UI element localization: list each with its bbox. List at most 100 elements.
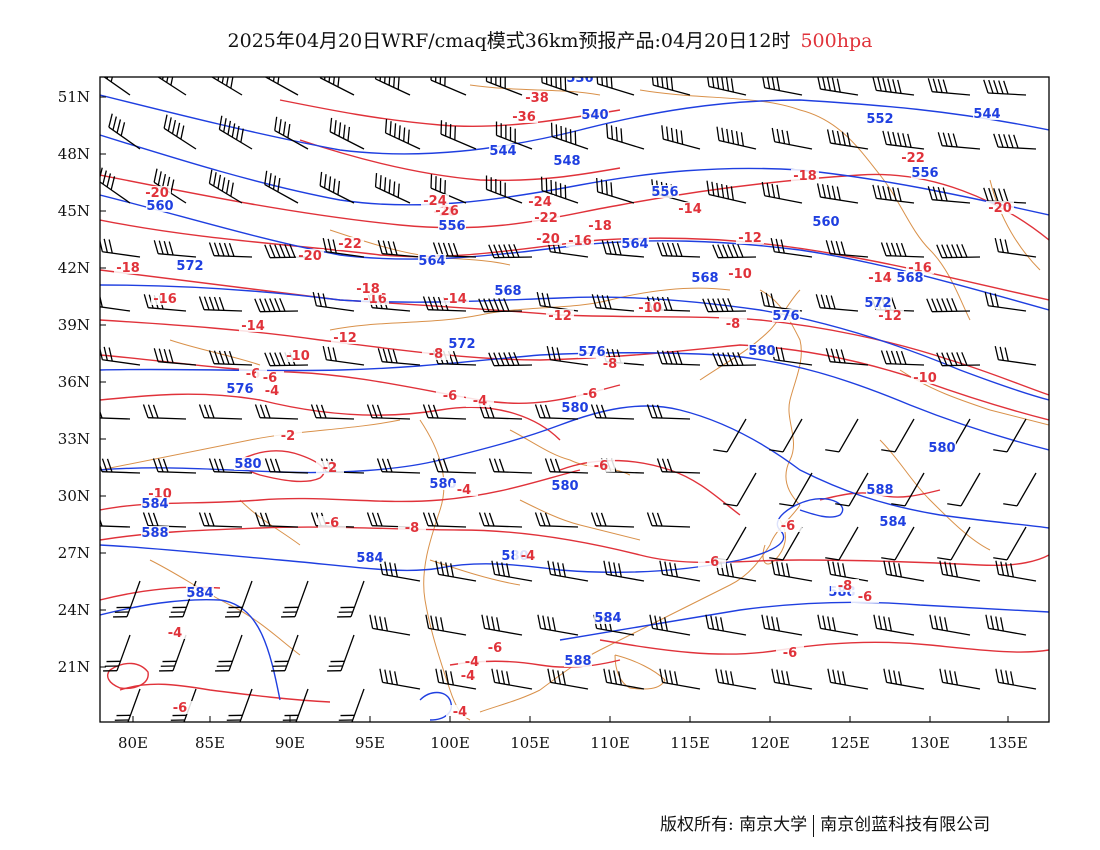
- wind-barb: [713, 418, 747, 453]
- contour-label-bg: [621, 237, 649, 250]
- temperature-contour-label: -14: [443, 292, 467, 307]
- height-contour-label: 580: [234, 457, 261, 472]
- temperature-contour-label: -14: [241, 319, 265, 334]
- wind-barb: [929, 614, 971, 636]
- wind-barb: [993, 526, 1027, 561]
- height-contour-label: 580: [928, 441, 955, 456]
- wind-barb: [993, 133, 1037, 150]
- temperature-contour-label: -8: [0, 0, 7, 4]
- lat-tick-label: 48N: [58, 145, 90, 163]
- contour-label-bg: [651, 185, 679, 198]
- contour-label-bg: [454, 669, 482, 682]
- contour-label-bg: [258, 384, 286, 397]
- temperature-contour-label: -24: [423, 194, 447, 209]
- wind-barb: [939, 668, 981, 690]
- contour-label-bg: [866, 112, 894, 125]
- wind-barb: [478, 512, 523, 528]
- wind-barb: [495, 121, 533, 150]
- wind-barb: [485, 77, 523, 96]
- wind-barb: [310, 404, 355, 420]
- contour-label-bg: [594, 611, 622, 624]
- lat-tick-label: 33N: [58, 430, 90, 448]
- wind-barb: [153, 240, 197, 258]
- height-contour-label: 584: [594, 611, 621, 626]
- contour-label-bg: [143, 186, 171, 199]
- contour-label-bg: [866, 271, 894, 284]
- wind-barb: [659, 668, 701, 690]
- lon-tick-label: 105E: [510, 734, 550, 752]
- temperature-contour-label: -8: [429, 347, 443, 362]
- height-contour-label: 584: [879, 515, 906, 530]
- lon-axis: 80E 85E 90E 95E 100E 105E 110E 115E 120E 125E 130E…: [118, 716, 1028, 752]
- wind-barb: [769, 418, 803, 453]
- wind-barb: [208, 242, 253, 258]
- title-main: 2025年04月20日WRF/cmaq模式36km预报产品:04月20日12时: [227, 30, 791, 52]
- wind-barb: [715, 668, 757, 690]
- temperature-contour-label: -36: [512, 110, 536, 125]
- contour-label-bg: [256, 371, 284, 384]
- temperature-contour-label: -8: [726, 317, 740, 332]
- wind-barb: [100, 77, 131, 96]
- wind-barb: [984, 291, 1027, 312]
- temperature-contour-label: -6: [858, 590, 872, 605]
- temperature-contour-label: -10: [638, 301, 662, 316]
- footer-divider: [813, 814, 815, 837]
- height-contour-label: 572: [864, 296, 891, 311]
- contour-label-bg: [296, 249, 324, 262]
- wind-barb: [281, 580, 309, 618]
- temperature-contour-label: -14: [868, 271, 892, 286]
- lat-tick-label: 42N: [58, 259, 90, 277]
- wind-barb: [377, 240, 421, 258]
- wind-barb: [100, 345, 141, 366]
- wind-barb: [264, 170, 299, 204]
- contour-label-bg: [748, 344, 776, 357]
- wind-barb: [103, 634, 131, 672]
- contour-label-bg: [466, 394, 494, 407]
- wind-barb: [661, 125, 701, 150]
- height-contour-label: 548: [553, 154, 580, 169]
- temperature-contour-label: -8: [405, 521, 419, 536]
- lon-tick-label: 80E: [118, 734, 148, 752]
- contour-label-bg: [398, 521, 426, 534]
- wind-barb: [478, 404, 523, 420]
- contour-label-bg: [274, 429, 302, 442]
- contour-label-bg: [114, 261, 142, 274]
- wind-barb: [271, 634, 299, 672]
- contour-label-bg: [774, 519, 802, 532]
- wind-barb: [590, 404, 635, 420]
- temperature-contour-label: -6: [488, 641, 502, 656]
- contour-label-bg: [141, 497, 169, 510]
- wind-barb: [327, 634, 355, 672]
- temperature-contour-label: -6: [705, 555, 719, 570]
- wind-barb: [338, 688, 365, 722]
- contour-label-bg: [587, 459, 615, 472]
- height-contour-label: 576: [772, 309, 799, 324]
- wind-barb: [815, 294, 859, 312]
- height-contour-label: 576: [226, 382, 253, 397]
- wind-barb: [374, 173, 411, 204]
- wind-barb: [702, 298, 747, 313]
- temperature-contour-label: -18: [116, 261, 140, 276]
- company-text: 南京创蓝科技有限公司: [820, 815, 991, 835]
- temperature-contour-label: -6: [594, 459, 608, 474]
- height-contour-label: 588: [564, 654, 591, 669]
- contour-label-bg: [436, 389, 464, 402]
- wind-barb: [282, 688, 309, 722]
- contour-label-bg: [879, 515, 907, 528]
- height-contour-label: 580: [551, 479, 578, 494]
- contour-label-bg: [489, 144, 517, 157]
- contour-label-bg: [691, 271, 719, 284]
- wind-barb: [705, 614, 747, 636]
- wind-barb: [100, 237, 141, 258]
- wind-barb: [761, 614, 803, 636]
- wind-barb: [100, 458, 141, 474]
- height-contour-label: 588: [866, 483, 893, 498]
- wind-barb: [1003, 472, 1037, 507]
- lon-tick-label: 90E: [275, 734, 305, 752]
- wind-barb: [827, 668, 869, 690]
- contour-label-bg: [186, 586, 214, 599]
- height-contour-label: 544: [489, 144, 516, 159]
- height-contour-label: 580: [748, 344, 775, 359]
- wind-barb: [947, 472, 981, 507]
